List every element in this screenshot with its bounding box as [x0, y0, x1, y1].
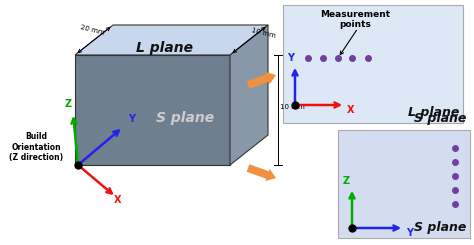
Text: 20 mm: 20 mm [80, 24, 105, 36]
Text: Z: Z [343, 176, 350, 186]
Bar [338, 130, 470, 238]
Polygon shape [230, 25, 268, 165]
Text: Y: Y [128, 114, 135, 124]
Text: L plane: L plane [408, 106, 459, 119]
Text: Measurement
points: Measurement points [320, 10, 390, 29]
FancyArrow shape [246, 72, 276, 89]
Text: Y: Y [287, 53, 294, 63]
Text: S plane: S plane [414, 221, 466, 234]
Text: 10 mm: 10 mm [251, 27, 276, 39]
Text: X: X [347, 105, 355, 115]
Text: Build
Orientation
(Z direction): Build Orientation (Z direction) [9, 132, 63, 162]
Text: 10 mm: 10 mm [280, 104, 305, 110]
Text: S plane: S plane [156, 111, 214, 125]
Text: L plane: L plane [137, 41, 193, 55]
Text: Y: Y [406, 228, 413, 238]
FancyArrow shape [246, 164, 276, 181]
Bar [283, 5, 463, 123]
Text: Z: Z [64, 99, 72, 109]
Text: S plane: S plane [414, 112, 466, 125]
Polygon shape [75, 55, 230, 165]
Polygon shape [75, 25, 268, 55]
Text: X: X [114, 195, 122, 205]
